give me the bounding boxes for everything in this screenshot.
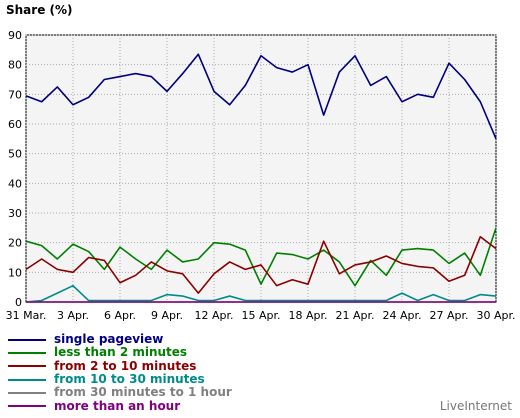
series-line-2 <box>25 235 497 294</box>
legend-item: less than 2 minutes <box>8 346 232 359</box>
y-tick-label: 10 <box>8 266 22 279</box>
y-tick-label: 20 <box>8 237 22 250</box>
x-tick-label: 27 Apr. <box>429 309 468 322</box>
legend-item: from 2 to 10 minutes <box>8 358 232 373</box>
x-tick-label: 24 Apr. <box>382 309 421 322</box>
legend-label: from 30 minutes to 1 hour <box>54 385 232 400</box>
series-line-3 <box>25 284 497 303</box>
y-tick-label: 60 <box>8 118 22 131</box>
series-line-1 <box>25 227 497 287</box>
x-tick-label: 21 Apr. <box>335 309 374 322</box>
y-tick-label: 40 <box>8 177 22 190</box>
x-tick-label: 3 Apr. <box>57 309 89 322</box>
x-tick-label: 18 Apr. <box>288 309 327 322</box>
legend-label: less than 2 minutes <box>54 345 188 360</box>
legend-label: from 2 to 10 minutes <box>54 358 197 373</box>
x-tick-label: 30 Apr. <box>476 309 515 322</box>
y-axis-ticks: 0 10 20 30 40 50 60 70 80 90 <box>8 29 22 309</box>
y-tick-label: 80 <box>8 59 22 72</box>
legend-swatch <box>8 365 46 368</box>
legend-label: single pageview <box>54 332 164 347</box>
series-line-0 <box>25 53 497 140</box>
y-tick-label: 50 <box>8 148 22 161</box>
plot-area <box>25 34 497 303</box>
brand-label: LiveInternet <box>439 399 512 413</box>
legend-item: from 10 to 30 minutes <box>8 373 232 386</box>
legend-item: single pageview <box>8 333 232 346</box>
legend-item: from 30 minutes to 1 hour <box>8 386 232 399</box>
grid-lines <box>25 34 497 303</box>
legend: single pageview less than 2 minutes from 2… <box>8 333 232 413</box>
legend-item: more than an hour <box>8 399 232 412</box>
x-tick-label: 6 Apr. <box>104 309 136 322</box>
legend-label: from 10 to 30 minutes <box>54 372 205 387</box>
x-tick-label: 15 Apr. <box>241 309 280 322</box>
x-tick-label: 12 Apr. <box>194 309 233 322</box>
legend-swatch <box>8 338 46 341</box>
y-tick-label: 30 <box>8 207 22 220</box>
legend-swatch <box>8 351 46 354</box>
chart-title: Share (%) <box>6 3 73 17</box>
legend-swatch <box>8 378 46 381</box>
plot-background <box>25 34 497 303</box>
y-tick-label: 70 <box>8 88 22 101</box>
series-lines <box>25 53 497 303</box>
x-tick-label: 9 Apr. <box>151 309 183 322</box>
legend-swatch <box>8 391 46 394</box>
x-tick-label: 31 Mar. <box>6 309 47 322</box>
legend-swatch <box>8 405 46 408</box>
y-tick-label: 90 <box>8 29 22 42</box>
x-axis-ticks: 31 Mar. 3 Apr. 6 Apr. 9 Apr. 12 Apr. 15 Apr. 1… <box>6 309 516 322</box>
y-tick-label: 0 <box>15 296 22 309</box>
legend-label: more than an hour <box>54 398 181 413</box>
